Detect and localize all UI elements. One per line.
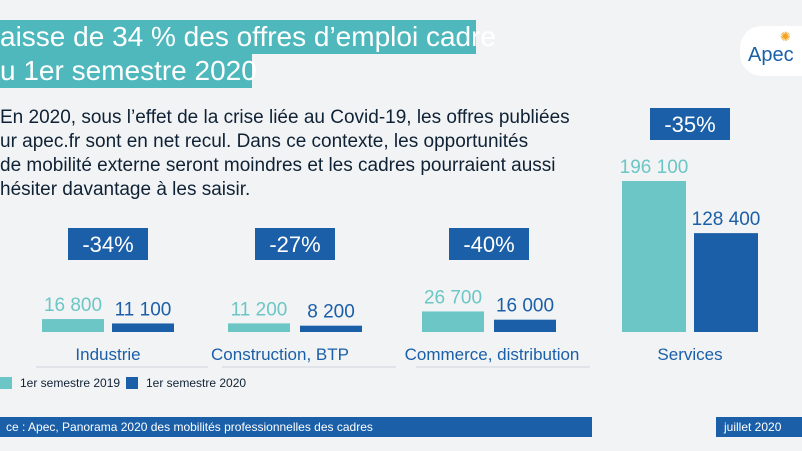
sunburst-icon: ✺ [780,29,791,44]
legend-label-2020: 1er semestre 2020 [146,376,247,390]
change-label: -35% [664,112,715,137]
source-footer: ce : Apec, Panorama 2020 des mobilités p… [0,417,592,437]
legend-label-2019: 1er semestre 2019 [20,376,121,390]
value-label-2019: 11 200 [231,299,288,320]
change-box [449,228,529,260]
intro-line: ur apec.fr sont en net recul. Dans ce co… [0,131,529,152]
intro-paragraph: En 2020, sous l’effet de la crise liée a… [0,106,590,202]
value-label-2020: 8 200 [307,302,355,323]
value-label-2020: 128 400 [692,209,761,230]
change-label: -40% [463,232,514,257]
logo-text: Apec [748,44,794,66]
title-line-1: aisse de 34 % des offres d’emploi cadre [0,20,496,54]
value-label-2020: 16 000 [496,296,554,317]
change-box [68,228,148,260]
legend-2019: 1er semestre 2019 [0,376,120,390]
bar-2019 [228,323,290,332]
apec-logo: ✺ Apec [740,26,802,76]
bar-2020 [300,325,362,332]
legend-swatch-2019 [0,377,12,389]
change-label: -34% [82,232,133,257]
bar-2020 [112,323,174,332]
change-box [650,108,730,140]
bar-2020 [494,319,556,332]
category-label: Services [657,345,722,364]
legend-swatch-2020 [126,377,138,389]
intro-line: hésiter davantage à les saisir. [0,179,251,200]
intro-line: de mobilité externe seront moindres et l… [0,155,556,176]
change-label: -27% [269,232,320,257]
value-label-2019: 26 700 [424,287,482,308]
category-label: Commerce, distribution [405,345,580,364]
bar-2020 [694,233,758,332]
bar-2019 [422,311,484,332]
category-label: Industrie [75,345,140,364]
category-label: Construction, BTP [211,345,349,364]
value-label-2019: 16 800 [44,295,102,316]
title-line-2: u 1er semestre 2020 [0,54,257,88]
change-box [255,228,335,260]
date-badge: juillet 2020 [716,417,802,437]
intro-line: En 2020, sous l’effet de la crise liée a… [0,107,570,128]
value-label-2020: 11 100 [115,299,172,320]
legend-2020: 1er semestre 2020 [126,376,246,390]
bar-2019 [622,181,686,332]
bar-2019 [42,319,104,332]
value-label-2019: 196 100 [620,157,689,178]
